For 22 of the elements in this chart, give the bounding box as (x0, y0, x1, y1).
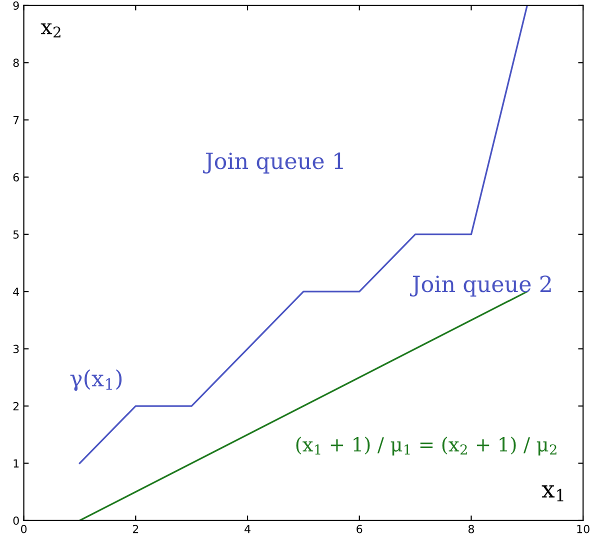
annotation: (x$_{1}$ + 1) / μ$_{1}$ = (x$_{2}$ + 1) / μ$_{2}$ (296, 436, 556, 456)
y-tick-label: 7 (13, 116, 19, 124)
y-axis-title: x$_{2}$ (40, 23, 60, 38)
annotation: γ(x$_{1}$) (70, 369, 122, 391)
x-tick-label: 8 (468, 524, 474, 534)
y-tick-label: 6 (13, 173, 19, 182)
annotation: Join queue 1 (203, 152, 343, 174)
x-tick-label: 4 (244, 524, 250, 534)
y-tick-label: 9 (13, 1, 19, 10)
x-axis-title: x$_{1}$ (542, 485, 564, 502)
annotation: Join queue 2 (410, 275, 551, 297)
y-tick-label: 8 (13, 58, 19, 68)
x-tick-label: 2 (132, 524, 138, 534)
x-tick-label: 10 (577, 524, 590, 534)
x-tick-label: 0 (21, 524, 27, 534)
y-tick-label: 4 (13, 288, 20, 296)
y-tick-label: 1 (14, 459, 19, 468)
y-tick-label: 3 (13, 344, 19, 354)
y-tick-label: 5 (13, 230, 19, 239)
y-tick-label: 0 (13, 516, 19, 525)
y-tick-label: 2 (13, 402, 19, 410)
x-tick-label: 6 (356, 524, 362, 534)
